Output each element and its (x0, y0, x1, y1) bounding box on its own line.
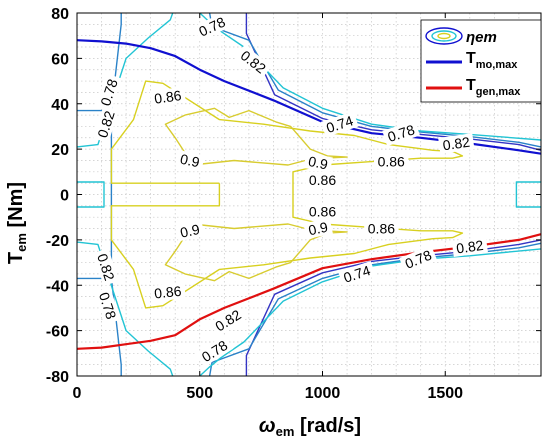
y-tick-label: 20 (51, 142, 69, 159)
contour-label: 0.86 (149, 86, 186, 108)
contour-line (77, 109, 113, 280)
contour-label-bg (94, 286, 121, 325)
contour-label-bg (195, 335, 234, 367)
contour-label-bg (338, 260, 376, 287)
contour-label: 0.82 (438, 133, 475, 154)
x-tick-label: 1000 (305, 385, 341, 402)
contour-label-bg (364, 220, 399, 237)
contour-label-bg (95, 73, 122, 112)
contour-line (110, 80, 464, 309)
contour-label-text: 0.9 (307, 219, 330, 239)
contour-label: 0.86 (305, 171, 340, 188)
contour-label: 0.82 (451, 236, 488, 258)
contour-label-bg (209, 304, 247, 337)
contour-label: 0.86 (149, 282, 186, 302)
contour-label-bg (93, 105, 119, 144)
contour-label-bg (175, 220, 205, 242)
contour-label-bg (93, 248, 119, 286)
x-axis-label-rest: [rad/s] (294, 415, 361, 437)
contour-label-text: 0.86 (309, 172, 336, 188)
contour-label: 0.86 (305, 203, 340, 220)
contour-label: 0.9 (175, 149, 205, 172)
contour-label-bg (451, 236, 488, 258)
y-tick-label: 60 (51, 51, 69, 68)
legend-label-efficiency: ηem (466, 29, 497, 46)
y-tick-label: 0 (60, 188, 69, 205)
y-axis-label-rest: [Nm] (5, 182, 27, 233)
contour-label-bg (399, 245, 438, 274)
legend-swatch-efficiency (425, 27, 463, 45)
contour-line (76, 12, 174, 148)
contour-label: 0.9 (175, 220, 205, 242)
legend-label-mo-max: Tmo,max (466, 50, 518, 71)
y-axis-label-sub: em (14, 233, 29, 252)
contour-label: 0.78 (399, 245, 438, 274)
contour-label-bg (374, 153, 409, 170)
contour-label-text: 0.82 (442, 134, 471, 154)
contour-label-bg (234, 44, 272, 79)
y-axis-label-main: T (5, 252, 27, 264)
contour-label: 0.86 (364, 220, 399, 237)
contour-label-text: 0.86 (309, 204, 336, 220)
contour-line (199, 248, 542, 377)
contour-label-text: 0.86 (368, 221, 395, 237)
contour-label-bg (320, 111, 359, 138)
contour-line (245, 239, 542, 376)
contour-line (76, 241, 174, 377)
contour-label-text: 0.86 (153, 283, 182, 302)
contour-label-text: 0.9 (307, 153, 330, 173)
y-tick-label: -40 (46, 278, 69, 295)
x-axis-label-sub: em (276, 424, 295, 439)
contour-label-bg (305, 203, 340, 220)
x-axis-label-main: ω (259, 415, 276, 437)
x-axis-label: ωem [rad/s] (259, 415, 361, 439)
contour-label-text: 0.9 (179, 151, 202, 171)
y-axis-label: Tem [Nm] (5, 182, 29, 264)
legend-label-gen-max: Tgen,max (466, 77, 521, 98)
contour-label-bg (149, 86, 186, 108)
y-tick-label: -60 (46, 324, 69, 341)
y-tick-label: 80 (51, 6, 69, 23)
contour-label: 0.86 (374, 153, 409, 170)
contour-label-bg (193, 12, 231, 42)
x-tick-label: 1500 (427, 385, 463, 402)
y-tick-label: -80 (46, 369, 69, 386)
contour-label-bg (438, 133, 475, 154)
contour-label-text: 0.9 (179, 221, 202, 241)
contour-label: 0.9 (303, 152, 333, 174)
y-tick-label: 40 (51, 97, 69, 114)
contour-label-bg (382, 120, 420, 147)
x-tick-label: 0 (73, 385, 82, 402)
contour-label-bg (303, 217, 333, 240)
axis-ticks: 0 500 1000 1500 -80 -60 -40 -20 0 20 40 60 80 (46, 6, 541, 402)
contour-line (515, 181, 541, 208)
contour-label-text: 0.86 (378, 154, 405, 170)
y-tick-label: -20 (46, 233, 69, 250)
contour-label: 0.9 (303, 217, 333, 240)
contour-label-bg (149, 282, 186, 302)
contour-label-bg (175, 149, 205, 172)
legend: ηem Tmo,max Tgen,max (420, 19, 542, 103)
contour-label-bg (303, 152, 333, 174)
svg-text:Tem [Nm]: Tem [Nm] (5, 182, 29, 264)
contour-label-bg (305, 171, 340, 188)
contour-label-text: 0.82 (455, 237, 484, 257)
contour-line (77, 181, 105, 208)
x-tick-label: 500 (186, 385, 213, 402)
contour-label-text: 0.86 (153, 87, 182, 107)
